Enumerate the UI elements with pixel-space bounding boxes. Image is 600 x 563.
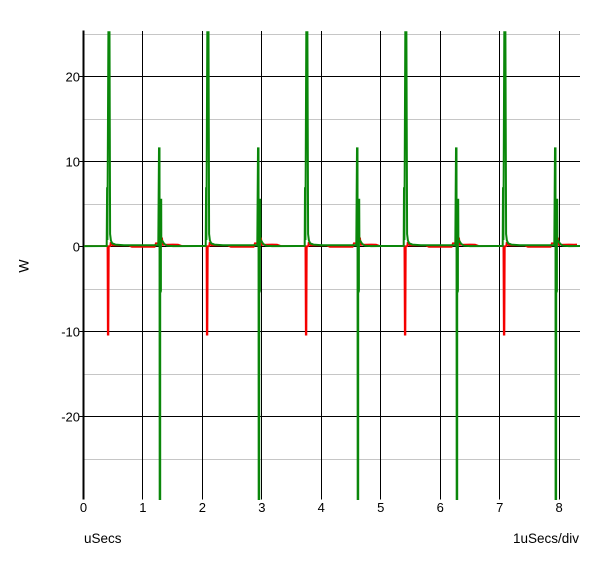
svg-text:10: 10	[66, 155, 80, 170]
svg-text:7: 7	[496, 500, 503, 515]
svg-text:3: 3	[258, 500, 265, 515]
svg-text:2: 2	[199, 500, 206, 515]
svg-text:0: 0	[73, 240, 80, 255]
svg-text:0: 0	[80, 500, 87, 515]
svg-text:-20: -20	[61, 410, 80, 425]
svg-text:-10: -10	[61, 325, 80, 340]
svg-text:20: 20	[66, 70, 80, 85]
svg-text:1: 1	[139, 500, 146, 515]
svg-text:6: 6	[437, 500, 444, 515]
svg-text:W: W	[16, 259, 32, 273]
svg-text:8: 8	[555, 500, 562, 515]
svg-text:5: 5	[377, 500, 384, 515]
svg-text:uSecs: uSecs	[84, 531, 122, 546]
svg-text:4: 4	[318, 500, 325, 515]
svg-text:1uSecs/div: 1uSecs/div	[513, 531, 579, 546]
